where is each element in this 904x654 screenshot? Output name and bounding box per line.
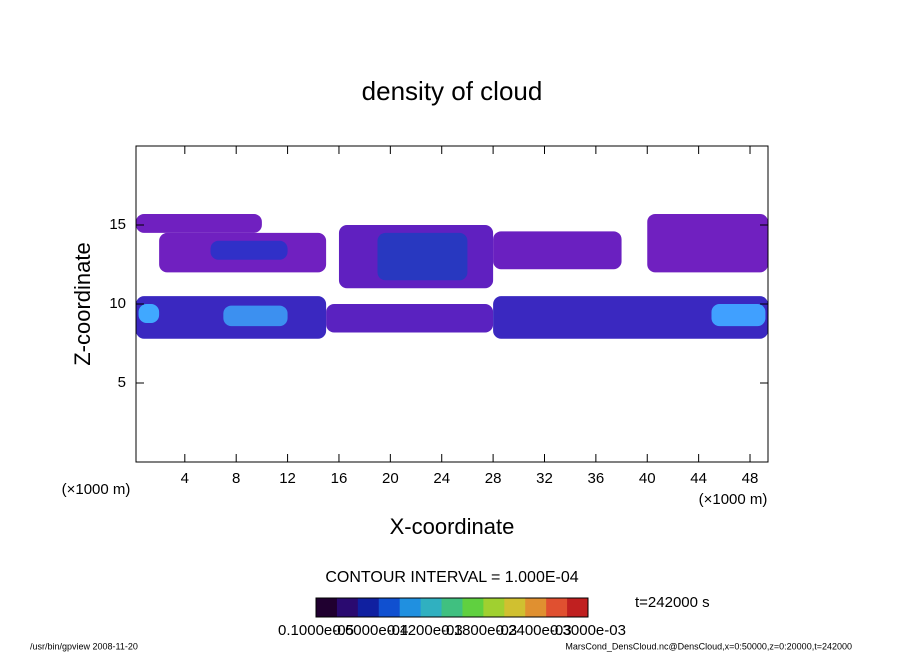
cloud-region [223, 305, 288, 327]
cloud-region [138, 304, 160, 323]
x-tick-label: 40 [639, 470, 656, 487]
colorbar-frame [315, 597, 589, 618]
contour-interval: CONTOUR INTERVAL = 1.000E-04 [325, 569, 578, 586]
colorbar-cell [525, 598, 547, 617]
colorbar-cell [336, 598, 359, 617]
chart-title: density of cloud [362, 76, 543, 106]
colorbar-cell [399, 598, 422, 617]
y-tick-label: 10 [109, 295, 126, 312]
x-tick-label: 8 [232, 470, 240, 487]
colorbar-cell [462, 598, 484, 617]
cloud-region [647, 213, 768, 273]
cloud-region [711, 304, 766, 327]
colorbar-cell [546, 598, 568, 617]
cloud-region [210, 240, 288, 260]
colorbar-label: 0.3000e-03 [550, 622, 626, 639]
cloud-region [136, 213, 262, 233]
colorbar-label: 0.1200e-03 [387, 622, 463, 639]
footer-right: MarsCond_DensCloud.nc@DensCloud,x=0:5000… [565, 641, 852, 651]
colorbar-cell [504, 598, 526, 617]
x-unit: (×1000 m) [699, 491, 768, 508]
cloud-region [326, 304, 494, 333]
colorbar-cell [378, 598, 401, 617]
y-tick-label: 15 [109, 216, 126, 233]
cloud-region [377, 232, 468, 281]
x-tick-label: 28 [485, 470, 502, 487]
x-tick-label: 12 [279, 470, 296, 487]
x-tick-label: 16 [331, 470, 348, 487]
x-tick-label: 36 [588, 470, 605, 487]
x-axis-label: X-coordinate [390, 514, 515, 539]
y-unit: (×1000 m) [62, 481, 131, 498]
colorbar-label: 0.6000e-04 [332, 622, 408, 639]
colorbar-cell [316, 598, 338, 617]
x-tick-label: 44 [690, 470, 707, 487]
cloud-region [493, 231, 622, 270]
colorbar-label: 0.1800e-03 [441, 622, 517, 639]
x-tick-label: 48 [742, 470, 759, 487]
y-tick-label: 5 [118, 374, 126, 391]
cloud-region [493, 296, 768, 339]
time-label: t=242000 s [635, 594, 710, 611]
colorbar-cell [420, 598, 443, 617]
y-axis-label: Z-coordinate [70, 242, 95, 366]
x-tick-label: 32 [536, 470, 553, 487]
footer-left: /usr/bin/gpview 2008-11-20 [30, 641, 138, 651]
colorbar-cell [357, 598, 380, 617]
colorbar-label: 0.1000e-05 [278, 622, 354, 639]
x-tick-label: 4 [181, 470, 189, 487]
colorbar-label: 0.2400e-03 [496, 622, 572, 639]
colorbar-cell [567, 598, 589, 617]
colorbar-cell [441, 598, 463, 617]
colorbar-cell [483, 598, 505, 617]
x-tick-label: 24 [433, 470, 450, 487]
x-tick-label: 20 [382, 470, 399, 487]
